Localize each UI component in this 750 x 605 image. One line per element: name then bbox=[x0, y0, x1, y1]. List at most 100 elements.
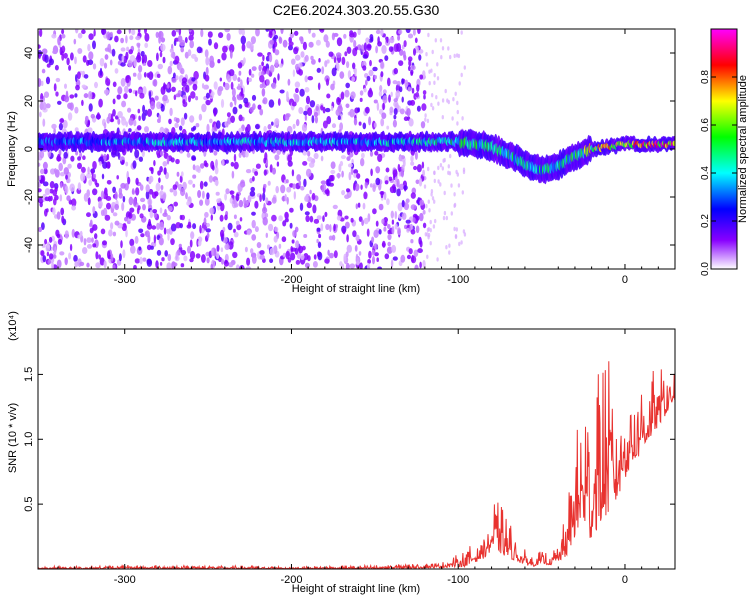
noise-speckle bbox=[330, 83, 335, 91]
noise-speckle bbox=[189, 258, 194, 263]
noise-speckle bbox=[238, 127, 243, 134]
noise-speckle bbox=[369, 183, 373, 188]
noise-speckle bbox=[216, 198, 221, 204]
noise-speckle bbox=[291, 169, 295, 177]
noise-speckle bbox=[79, 261, 85, 267]
noise-speckle bbox=[230, 161, 235, 167]
noise-speckle bbox=[348, 171, 352, 181]
noise-speckle bbox=[187, 79, 192, 84]
noise-speckle bbox=[268, 99, 275, 108]
noise-speckle bbox=[261, 61, 264, 67]
noise-speckle bbox=[137, 108, 141, 114]
noise-speckle bbox=[206, 232, 210, 239]
noise-speckle bbox=[53, 168, 57, 174]
noise-speckle bbox=[304, 87, 310, 93]
noise-speckle bbox=[61, 33, 66, 39]
noise-speckle bbox=[217, 87, 222, 96]
noise-speckle bbox=[434, 218, 437, 224]
noise-speckle bbox=[112, 212, 118, 217]
noise-speckle bbox=[251, 234, 257, 241]
noise-speckle bbox=[249, 177, 253, 184]
noise-speckle bbox=[54, 246, 57, 255]
noise-speckle bbox=[153, 79, 158, 87]
noise-speckle bbox=[330, 169, 336, 175]
noise-speckle bbox=[94, 81, 98, 89]
noise-speckle bbox=[320, 105, 324, 111]
noise-speckle bbox=[175, 158, 180, 165]
noise-speckle bbox=[413, 165, 418, 171]
noise-speckle bbox=[275, 185, 280, 194]
noise-speckle bbox=[301, 245, 306, 251]
noise-speckle bbox=[42, 161, 48, 170]
noise-speckle bbox=[38, 162, 41, 167]
noise-speckle bbox=[434, 38, 437, 43]
noise-speckle bbox=[136, 125, 142, 131]
noise-speckle bbox=[183, 112, 188, 120]
noise-speckle bbox=[287, 78, 291, 86]
noise-speckle bbox=[48, 195, 52, 202]
noise-speckle bbox=[38, 226, 43, 233]
noise-speckle bbox=[229, 190, 235, 195]
noise-speckle bbox=[370, 168, 373, 177]
noise-speckle bbox=[133, 119, 137, 127]
noise-speckle bbox=[401, 199, 405, 208]
noise-speckle bbox=[259, 194, 262, 203]
noise-speckle bbox=[381, 45, 387, 54]
noise-speckle bbox=[112, 98, 116, 105]
noise-speckle bbox=[87, 166, 90, 175]
noise-speckle bbox=[71, 198, 77, 207]
noise-speckle bbox=[423, 94, 426, 100]
noise-speckle bbox=[259, 83, 264, 89]
noise-speckle bbox=[195, 96, 199, 101]
noise-speckle bbox=[87, 197, 91, 206]
noise-speckle bbox=[298, 180, 302, 186]
noise-speckle bbox=[67, 112, 73, 121]
noise-speckle bbox=[211, 247, 214, 257]
noise-speckle bbox=[207, 31, 213, 38]
noise-speckle bbox=[325, 223, 330, 231]
noise-speckle bbox=[277, 73, 280, 81]
noise-speckle bbox=[299, 88, 305, 97]
noise-speckle bbox=[344, 194, 350, 199]
noise-speckle bbox=[205, 228, 211, 233]
noise-speckle bbox=[333, 223, 336, 232]
noise-speckle bbox=[331, 123, 337, 129]
noise-speckle bbox=[411, 254, 415, 263]
noise-speckle bbox=[86, 172, 92, 179]
noise-speckle bbox=[328, 235, 333, 241]
noise-speckle bbox=[138, 65, 143, 73]
noise-speckle bbox=[238, 199, 244, 208]
noise-speckle bbox=[251, 219, 256, 229]
noise-speckle bbox=[161, 257, 165, 262]
noise-speckle bbox=[408, 118, 414, 127]
noise-speckle bbox=[422, 169, 425, 177]
noise-speckle bbox=[58, 122, 64, 131]
noise-speckle bbox=[83, 193, 89, 202]
noise-speckle bbox=[401, 78, 404, 85]
noise-speckle bbox=[370, 36, 374, 42]
noise-speckle bbox=[178, 243, 182, 248]
noise-speckle bbox=[114, 68, 119, 74]
noise-speckle bbox=[139, 256, 143, 265]
noise-speckle bbox=[412, 217, 416, 223]
noise-speckle bbox=[138, 246, 142, 251]
noise-speckle bbox=[88, 179, 93, 186]
noise-speckle bbox=[415, 179, 420, 185]
noise-speckle bbox=[210, 160, 215, 170]
noise-speckle bbox=[450, 211, 453, 216]
noise-speckle bbox=[433, 199, 436, 204]
noise-speckle bbox=[238, 29, 243, 35]
noise-speckle bbox=[189, 239, 193, 248]
noise-speckle bbox=[305, 95, 311, 105]
noise-speckle bbox=[237, 77, 241, 83]
noise-speckle bbox=[199, 180, 204, 190]
colorbar-tick-label: 0.0 bbox=[700, 262, 711, 276]
noise-speckle bbox=[291, 101, 297, 107]
noise-speckle bbox=[135, 35, 141, 41]
noise-speckle bbox=[90, 113, 96, 119]
noise-speckle bbox=[436, 62, 439, 67]
noise-speckle bbox=[357, 202, 361, 208]
noise-speckle bbox=[51, 123, 57, 129]
noise-speckle bbox=[88, 33, 94, 40]
noise-speckle bbox=[289, 31, 295, 39]
